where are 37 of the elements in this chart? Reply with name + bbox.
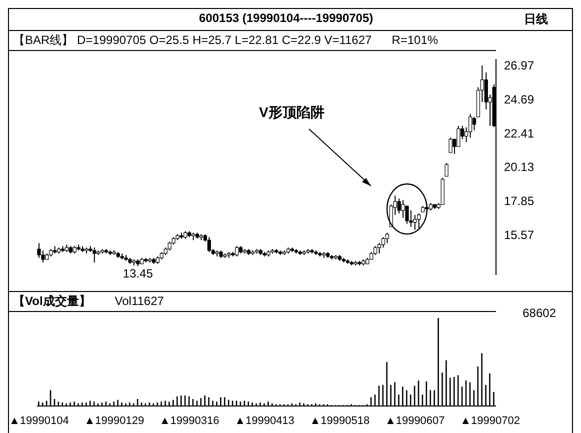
candlestick <box>401 200 405 218</box>
x-tick-label: ▲19990104 <box>9 415 69 427</box>
x-tick-label: ▲19990316 <box>159 415 220 427</box>
x-tick-label: ▲19990607 <box>384 415 445 427</box>
y-tick-label: 15.57 <box>504 228 534 242</box>
text: 日线 <box>524 11 548 28</box>
candlestick <box>92 247 96 263</box>
candlestick <box>235 246 239 257</box>
x-tick-label: ▲19990129 <box>84 415 144 427</box>
chart-subtitle: Vol11627 <box>114 294 164 308</box>
candlestick <box>456 125 460 148</box>
candlestick <box>468 113 472 138</box>
candlestick <box>448 137 452 154</box>
y-tick-label: 24.69 <box>504 92 534 106</box>
candlestick <box>37 242 41 258</box>
candlestick <box>377 242 382 254</box>
candlestick <box>409 210 413 228</box>
chart-title: 【Vol成交量】 <box>13 294 91 308</box>
x-tick-label: ▲19990702 <box>460 415 520 427</box>
candlestick <box>472 116 476 131</box>
chart-subtitle: 【BAR线】 D=19990705 O=25.5 H=25.7 L=22.81 C=22.9 V=11627 R=101% <box>9 31 496 51</box>
x-tick-label: ▲19990518 <box>310 415 370 427</box>
y-tick-label: 22.41 <box>504 126 534 140</box>
y-tick-label: 17.85 <box>504 194 534 208</box>
y-tick-label: 26.97 <box>504 58 534 73</box>
candlestick <box>413 214 417 230</box>
text: 68602 <box>522 306 556 320</box>
chart-title: 600153 (19990104----19990705) <box>199 11 374 27</box>
annotation: V形顶陷阱 <box>259 104 324 122</box>
candlestick <box>207 236 211 252</box>
candlestick <box>397 198 401 214</box>
annotation: 13.45 <box>122 266 154 281</box>
x-tick-label: ▲19990413 <box>234 415 294 427</box>
y-tick-label: 20.13 <box>504 160 534 174</box>
candlestick <box>417 212 421 229</box>
candlestick <box>385 232 390 244</box>
candlestick <box>444 162 448 177</box>
